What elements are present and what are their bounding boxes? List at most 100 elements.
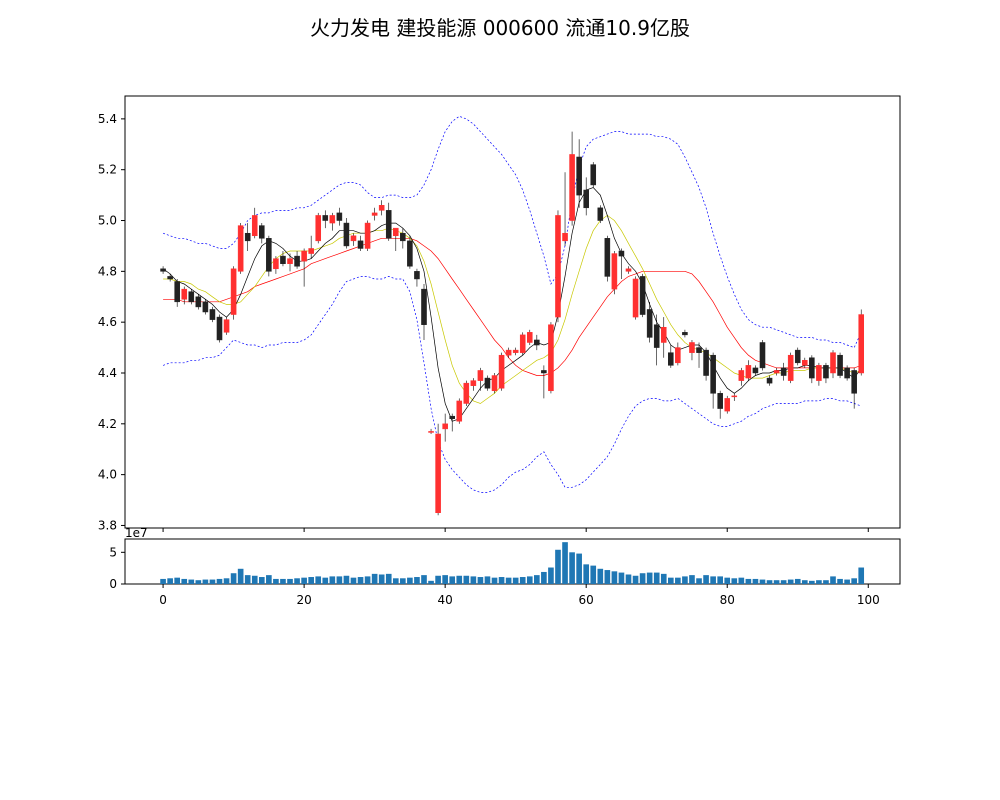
candle-body	[816, 365, 822, 381]
volume-bar	[773, 580, 780, 584]
candle-body	[350, 235, 357, 242]
candle-body	[703, 349, 709, 376]
volume-x-tick-label: 100	[857, 593, 880, 607]
candle-body	[329, 215, 336, 224]
candle-body	[364, 222, 371, 249]
candle-body	[343, 222, 350, 247]
volume-bar	[308, 577, 314, 584]
candle-body	[287, 258, 293, 264]
candle-body	[809, 357, 815, 379]
candle-body	[400, 232, 406, 242]
candle-body	[421, 288, 427, 325]
volume-bar	[625, 574, 632, 584]
volume-bar	[801, 580, 808, 584]
volume-bar	[188, 579, 195, 584]
volume-y-tick-label: 0	[109, 577, 117, 591]
candle-body	[385, 210, 392, 239]
volume-bar	[336, 576, 343, 584]
volume-bar	[541, 571, 547, 584]
candle-body	[435, 433, 441, 514]
candle-body	[731, 395, 738, 398]
candle-body	[738, 370, 745, 381]
volume-bar	[491, 577, 498, 584]
candle-body	[611, 253, 618, 290]
candle-body	[660, 326, 667, 343]
candle-body	[653, 324, 660, 348]
y-tick-label: 5.4	[98, 112, 117, 126]
volume-bar	[371, 573, 378, 584]
candle-body	[449, 415, 455, 419]
candle-body	[407, 240, 413, 267]
volume-bar	[569, 552, 575, 584]
volume-bar	[809, 580, 815, 584]
candle-body	[498, 354, 505, 389]
volume-bar	[660, 573, 667, 584]
candle-body	[780, 367, 787, 376]
candle-body	[209, 309, 216, 320]
volume-bar	[216, 578, 223, 584]
volume-bar	[280, 578, 286, 584]
volume-bar	[830, 576, 836, 584]
volume-bar	[731, 578, 738, 584]
volume-bar	[364, 576, 371, 584]
volume-bar	[287, 578, 293, 584]
candle-body	[844, 367, 850, 379]
candle-body	[752, 367, 759, 374]
y-tick-label: 4.4	[98, 366, 117, 380]
candle-body	[414, 271, 420, 280]
volume-bar	[498, 577, 505, 584]
volume-bar	[181, 578, 188, 584]
volume-bar	[519, 577, 526, 584]
candle-body	[167, 276, 173, 280]
candle-body	[491, 375, 498, 392]
volume-bar	[738, 577, 745, 584]
candle-body	[259, 225, 265, 239]
y-tick-label: 4.2	[98, 417, 117, 431]
volume-bar	[667, 577, 674, 584]
volume-bar	[844, 579, 850, 584]
volume-bar	[350, 577, 357, 584]
volume-bar	[315, 576, 322, 584]
main-plot-frame	[124, 95, 901, 529]
candle-body	[555, 215, 561, 318]
volume-bar	[583, 564, 590, 584]
volume-bar	[428, 580, 434, 584]
candle-body	[160, 268, 166, 272]
volume-bar	[611, 571, 618, 584]
volume-bar	[301, 577, 307, 584]
candle-body	[442, 423, 448, 430]
volume-bar	[745, 578, 752, 584]
candle-body	[625, 268, 632, 272]
volume-bar	[816, 580, 822, 584]
candle-body	[689, 342, 695, 353]
volume-bar	[392, 578, 399, 584]
y-tick-label: 4.0	[98, 468, 117, 482]
ma-long-line	[163, 237, 862, 376]
candle-body	[223, 319, 230, 333]
candle-body	[336, 212, 343, 221]
chart-title: 火力发电 建投能源 000600 流通10.9亿股	[310, 16, 690, 40]
volume-bar	[759, 579, 766, 584]
candle-body	[830, 352, 836, 374]
volume-bar	[555, 549, 561, 584]
candle-body	[280, 255, 286, 264]
candle-body	[174, 281, 180, 303]
volume-bar	[703, 575, 709, 584]
volume-bar	[160, 578, 166, 584]
candlestick-plot: 3.8 4.0 4.2 4.4 4.6 4.8 5.0 5.2 5.4	[98, 95, 901, 532]
volume-bar	[851, 578, 857, 584]
volume-bar	[632, 575, 639, 584]
candle-body	[266, 238, 272, 272]
candle-body	[484, 377, 491, 389]
candle-body	[294, 255, 300, 267]
candle-body	[787, 354, 794, 381]
candle-body	[315, 215, 322, 242]
candle-body	[526, 332, 533, 343]
volume-bar	[294, 578, 300, 584]
volume-bar	[787, 579, 794, 584]
y-tick-label: 4.8	[98, 264, 117, 278]
volume-bar	[823, 580, 829, 584]
volume-bar	[449, 576, 456, 584]
volume-bar	[400, 578, 406, 584]
candle-body	[541, 370, 547, 374]
